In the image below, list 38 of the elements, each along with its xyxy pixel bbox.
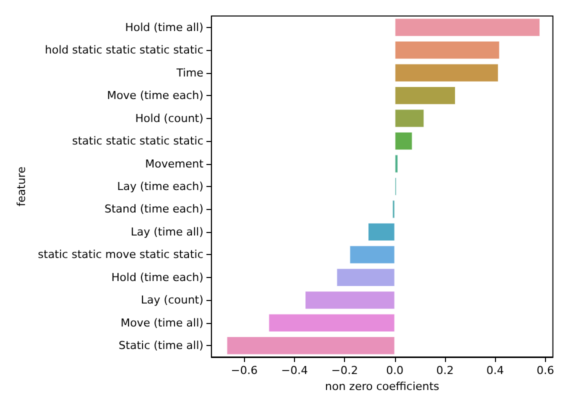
y-tick-label: Hold (count) xyxy=(135,112,204,125)
y-tick-label: Time xyxy=(175,66,204,80)
bar xyxy=(305,291,395,310)
y-tick-label: Lay (time each) xyxy=(117,180,204,193)
bar xyxy=(394,86,456,105)
y-tick-label: Lay (count) xyxy=(140,294,204,307)
x-tick-label: 0.2 xyxy=(436,364,454,377)
bar xyxy=(394,109,424,128)
y-tick-label: Movement xyxy=(145,157,204,170)
y-tick-label: Lay (time all) xyxy=(130,225,204,238)
y-tick-label: Hold (time all) xyxy=(125,20,204,34)
x-tick-label: 0.4 xyxy=(486,364,504,377)
bar xyxy=(394,18,540,36)
x-tick-label: 0.6 xyxy=(536,364,554,377)
y-tick-label: Hold (time each) xyxy=(111,270,204,284)
bar xyxy=(368,222,395,242)
bar xyxy=(394,132,412,150)
y-axis-title: feature xyxy=(15,166,28,206)
y-tick-label: Move (time each) xyxy=(106,89,204,102)
bar xyxy=(394,154,398,173)
bar xyxy=(350,246,395,264)
y-tick-label: static static move static static xyxy=(38,248,204,262)
bar xyxy=(392,200,395,218)
bar xyxy=(394,64,498,82)
x-tick-label: −0.4 xyxy=(281,364,308,377)
y-tick-label: static static static static xyxy=(72,134,204,148)
bar xyxy=(394,41,500,60)
x-tick-label: −0.2 xyxy=(331,364,358,377)
y-tick-label: Static (time all) xyxy=(118,339,204,352)
y-tick-label: Stand (time each) xyxy=(104,202,204,216)
x-axis-title: non zero coefficients xyxy=(325,380,440,393)
x-tick-label: −0.6 xyxy=(230,364,258,377)
bar xyxy=(268,314,395,332)
bar xyxy=(226,336,395,355)
y-tick-label: hold static static static static xyxy=(44,44,204,57)
bar xyxy=(336,268,395,287)
y-tick-label: Move (time all) xyxy=(120,316,204,330)
x-tick-label: 0.0 xyxy=(386,364,404,377)
